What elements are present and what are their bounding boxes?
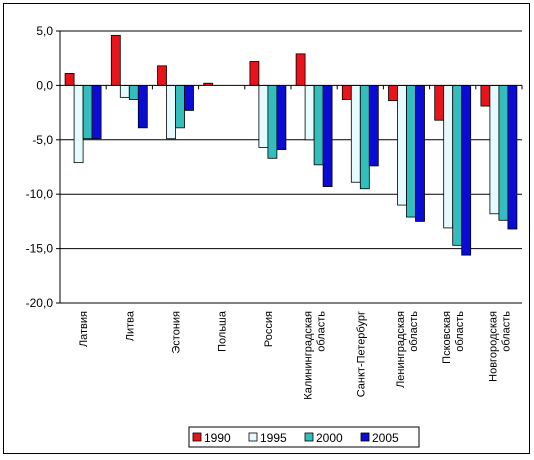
bar-2000 <box>267 85 278 159</box>
bar-2005 <box>415 85 425 222</box>
x-tick-label-line: Новгородская <box>487 311 499 382</box>
bar-2005 <box>184 85 194 111</box>
legend-label-2000: 2000 <box>316 431 343 445</box>
bar-2000 <box>175 85 185 129</box>
x-tick-label: Новгородскаяобласть <box>487 311 512 382</box>
y-tick-labels: 5,0 0,0 -5,0 -10,0 -15,0 -20,0 <box>26 24 54 310</box>
bar-2005 <box>322 85 333 187</box>
x-tick-label-line: Калининградская <box>303 311 315 400</box>
x-tick-label-line: область <box>316 311 328 352</box>
legend-swatch-1995 <box>248 432 258 442</box>
bar-1990 <box>110 34 121 86</box>
y-tick-label: -15,0 <box>26 242 54 256</box>
legend-box <box>188 426 420 448</box>
y-tick-label: -10,0 <box>26 187 54 201</box>
bar-2000 <box>359 85 370 190</box>
bar-1995 <box>443 85 454 229</box>
x-tick-label-line: область <box>454 311 466 352</box>
x-tick-label-line: Россия <box>263 311 275 347</box>
bar-2005 <box>507 85 518 230</box>
bar-1995 <box>166 85 176 140</box>
x-tick-label-line: область <box>500 311 512 352</box>
bar-2000 <box>406 85 416 218</box>
bar-1995 <box>304 85 315 141</box>
legend-swatch-2005 <box>360 432 370 442</box>
bar-1990 <box>341 85 352 100</box>
bar-1995 <box>397 85 407 206</box>
bar-1990 <box>388 85 398 102</box>
bar-1995 <box>350 85 361 183</box>
bar-chart: 5,0 0,0 -5,0 -10,0 -15,0 -20,0 Латвия Литва Эст… <box>26 24 523 448</box>
legend-swatch-2000 <box>304 432 314 442</box>
bar-1990 <box>249 61 260 86</box>
legend: 1990 1995 2000 2005 <box>188 426 420 448</box>
bar-1990 <box>157 65 167 86</box>
chart-frame: 5,0 0,0 -5,0 -10,0 -15,0 -20,0 Латвия Литва Эст… <box>3 3 530 454</box>
legend-label-2005: 2005 <box>372 431 399 445</box>
bar-2005 <box>137 85 148 129</box>
bar-1995 <box>258 85 269 148</box>
bar-2000 <box>452 85 463 246</box>
bar-2000 <box>82 85 93 140</box>
bar-2000 <box>128 85 139 100</box>
bar-2005 <box>91 85 102 140</box>
x-tick-label: Литва <box>124 310 136 341</box>
bar-2005 <box>368 85 379 167</box>
x-tick-label-line: Литва <box>124 310 136 341</box>
x-tick-label-line: Ленинградская <box>395 311 407 388</box>
bar-1990 <box>295 53 306 86</box>
x-tick-label-line: область <box>408 311 420 352</box>
bar-1995 <box>119 85 130 98</box>
x-tick-label-line: Польша <box>217 310 229 352</box>
y-tick-label: 5,0 <box>36 24 53 38</box>
x-tick-label: Польша <box>217 310 229 352</box>
x-tick-label-line: Латвия <box>78 311 90 347</box>
bar-2000 <box>498 85 509 221</box>
legend-label-1995: 1995 <box>260 431 287 445</box>
bar-1990 <box>434 85 445 121</box>
x-tick-label-line: Псковская <box>441 311 453 364</box>
y-tick-label: -20,0 <box>26 296 54 310</box>
bars <box>64 34 518 256</box>
axes <box>56 30 523 304</box>
y-tick-label: 0,0 <box>36 78 53 92</box>
y-tick-label: -5,0 <box>32 133 53 147</box>
bar-1990 <box>64 73 75 86</box>
x-tick-label: Россия <box>263 311 275 347</box>
x-tick-label-line: Эстония <box>171 311 183 354</box>
x-tick-label-line: Санкт-Петербург <box>355 311 367 397</box>
x-tick-label: Латвия <box>78 311 90 347</box>
x-tick-label: Ленинградскаяобласть <box>395 311 420 388</box>
legend-label-1990: 1990 <box>204 431 231 445</box>
x-tick-label: Эстония <box>171 311 183 354</box>
bar-2005 <box>276 85 287 150</box>
x-tick-label: Псковскаяобласть <box>441 311 466 364</box>
x-tick-label: Калининградскаяобласть <box>303 311 328 400</box>
x-tick-label: Санкт-Петербург <box>355 311 367 397</box>
bar-1990 <box>480 85 491 107</box>
bar-1995 <box>73 85 84 164</box>
bar-1995 <box>489 85 500 215</box>
x-tick-labels: Латвия Литва Эстония Польша Россия Калинингра… <box>78 310 512 400</box>
bar-2000 <box>313 85 324 166</box>
legend-swatch-1990 <box>192 432 202 442</box>
bar-2005 <box>461 85 472 256</box>
